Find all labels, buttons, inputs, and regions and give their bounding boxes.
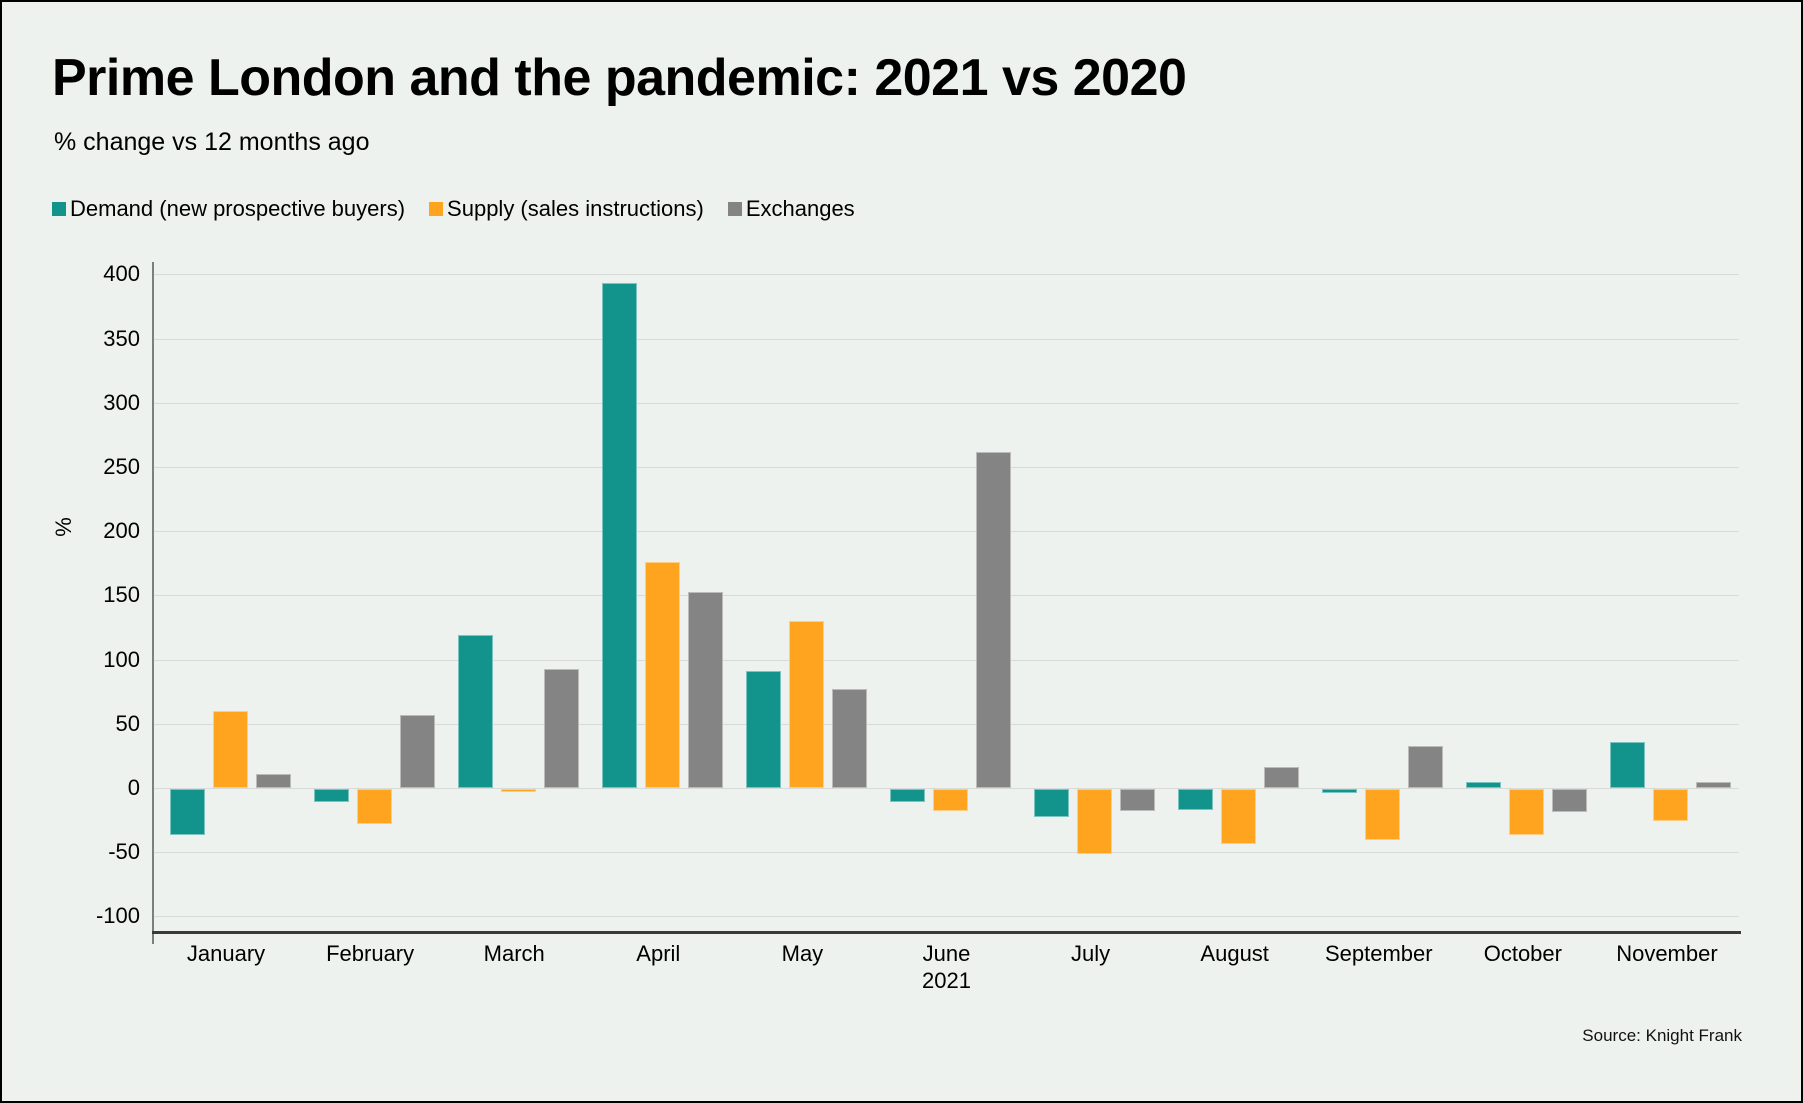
x-tick-month: February	[326, 941, 415, 966]
x-tick-label: February	[295, 940, 445, 967]
bar-july-2	[1120, 789, 1156, 811]
y-tick-label: 100	[103, 646, 140, 672]
x-tick-label: June 2021	[872, 940, 1022, 994]
bar-june-2	[976, 451, 1011, 788]
bar-february-2	[399, 714, 435, 788]
bar-january-0	[169, 789, 205, 836]
legend-item-1: Supply (sales instructions)	[429, 196, 704, 222]
bar-april-0	[601, 283, 637, 788]
gridline-250	[154, 467, 1739, 469]
bar-may-1	[788, 621, 824, 788]
x-tick-year: 2021	[922, 968, 971, 993]
gridline-50	[154, 723, 1739, 725]
x-tick-month: April	[636, 941, 681, 966]
y-tick-label: 300	[103, 389, 140, 415]
y-axis-line	[152, 262, 154, 944]
bar-march-2	[543, 668, 579, 788]
y-tick-label: 250	[103, 454, 140, 480]
x-tick-label: March	[439, 940, 589, 967]
gridline-350	[154, 338, 1739, 340]
bar-november-2	[1696, 781, 1732, 788]
gridline-300	[154, 402, 1739, 404]
bar-february-0	[313, 789, 349, 802]
bar-september-0	[1322, 789, 1358, 793]
y-tick-label: 50	[115, 710, 140, 736]
bar-march-0	[457, 635, 493, 788]
legend-swatch-icon	[52, 202, 66, 216]
bar-january-1	[212, 710, 248, 788]
x-tick-label: August	[1160, 940, 1310, 967]
gridline--50	[154, 852, 1739, 854]
bar-june-1	[933, 789, 968, 811]
bar-august-1	[1221, 789, 1257, 845]
bar-may-0	[745, 671, 781, 788]
bar-september-1	[1365, 789, 1401, 841]
x-axis-line	[152, 931, 1741, 934]
bar-april-2	[687, 591, 723, 788]
legend-label: Exchanges	[745, 196, 855, 221]
bar-may-2	[831, 689, 867, 788]
bar-august-2	[1264, 767, 1300, 788]
x-tick-month: August	[1200, 941, 1269, 966]
y-tick-label: 0	[127, 775, 140, 800]
x-tick-month: July	[1071, 941, 1111, 966]
gridline-0	[154, 788, 1739, 789]
legend-label: Demand (new prospective buyers)	[70, 196, 406, 221]
y-tick-label: 350	[103, 325, 140, 351]
gridline-100	[154, 659, 1739, 661]
x-tick-label: April	[583, 940, 733, 967]
source-credit: Source: Knight Frank	[1582, 1026, 1742, 1045]
x-tick-label: May	[727, 940, 877, 967]
x-tick-month: November	[1616, 941, 1718, 966]
x-tick-month: October	[1483, 941, 1562, 966]
x-tick-month: June	[922, 941, 971, 966]
x-tick-label: October	[1448, 940, 1598, 967]
legend-swatch-icon	[429, 202, 444, 216]
y-tick-label: 400	[103, 261, 140, 287]
bar-july-0	[1034, 789, 1070, 818]
y-tick-label: -50	[108, 839, 140, 865]
legend-item-2: Exchanges	[727, 196, 855, 222]
gridline-200	[154, 531, 1739, 533]
bar-october-2	[1552, 789, 1588, 813]
bar-october-1	[1509, 789, 1545, 836]
legend-item-0: Demand (new prospective buyers)	[52, 196, 405, 222]
y-tick-label: 200	[103, 518, 140, 544]
x-tick-month: September	[1324, 941, 1433, 966]
x-tick-label: July	[1016, 940, 1166, 967]
x-tick-month: May	[781, 941, 824, 966]
x-tick-label: September	[1304, 940, 1454, 967]
bar-august-0	[1178, 789, 1214, 810]
bar-april-1	[644, 562, 680, 788]
bar-july-1	[1077, 789, 1113, 855]
bar-october-0	[1466, 781, 1502, 788]
legend: Demand (new prospective buyers) Supply (s…	[52, 196, 879, 222]
x-tick-label: November	[1592, 940, 1742, 967]
gridline-150	[154, 595, 1739, 597]
bar-november-1	[1653, 789, 1689, 822]
y-tick-label: 150	[103, 582, 140, 608]
bar-march-1	[500, 789, 536, 792]
bar-february-1	[356, 789, 392, 824]
gridline-400	[154, 274, 1739, 276]
bar-june-0	[890, 789, 925, 802]
y-tick-label: -100	[95, 903, 140, 929]
legend-swatch-icon	[727, 202, 742, 216]
bar-november-0	[1610, 741, 1646, 788]
x-tick-label: January	[151, 940, 301, 967]
x-tick-month: January	[186, 941, 266, 966]
bar-january-2	[255, 773, 291, 788]
legend-label: Supply (sales instructions)	[447, 196, 704, 221]
bar-september-2	[1408, 745, 1444, 788]
gridline--100	[154, 916, 1739, 918]
chart-title: Prime London and the pandemic: 2021 vs 2…	[52, 49, 1187, 107]
chart-subtitle: % change vs 12 months ago	[54, 128, 370, 156]
x-tick-month: March	[483, 941, 545, 966]
